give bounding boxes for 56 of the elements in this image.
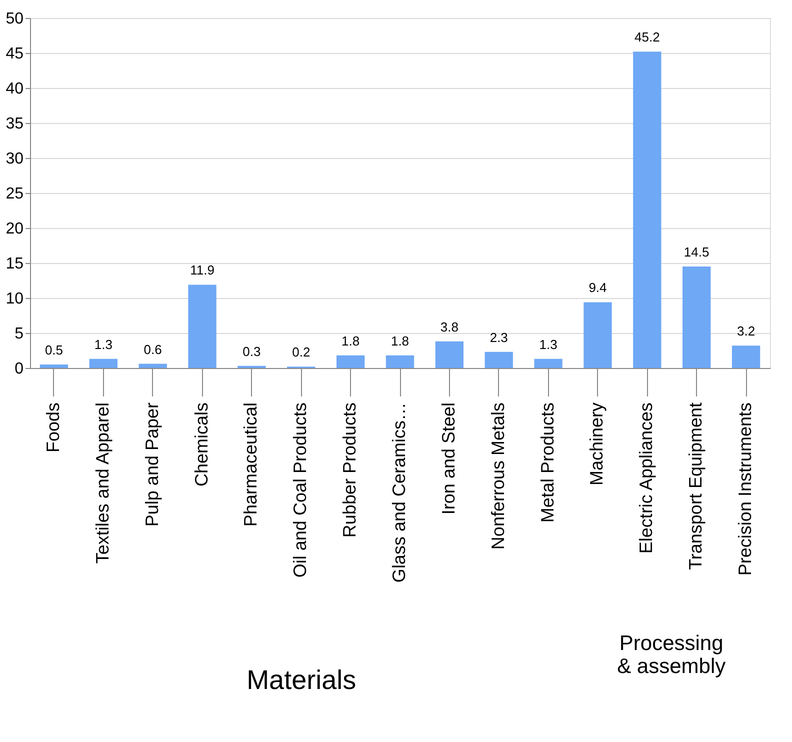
bar (584, 302, 612, 368)
bar (188, 284, 216, 368)
bar (40, 364, 68, 368)
data-label: 1.3 (94, 336, 112, 352)
x-tick-label: Transport Equipment (686, 402, 706, 570)
text: Materials (246, 665, 356, 695)
bar (633, 52, 662, 368)
x-tick-label: Rubber Products (340, 402, 360, 538)
x-tick-label: Oil and Coal Products (290, 402, 310, 578)
x-tick-label: Machinery (586, 402, 607, 486)
y-tick-label: 40 (6, 80, 24, 98)
y-tick-label: 0 (14, 360, 24, 378)
y-tick-label: 35 (6, 116, 24, 132)
x-tick-label: Foods (42, 402, 63, 453)
bar (89, 358, 118, 368)
data-label: 3.2 (736, 324, 756, 339)
bar (386, 355, 414, 368)
x-tick-label: Metal Products (537, 402, 558, 523)
data-label: 2.3 (490, 330, 508, 345)
y-tick-label: 50 (6, 10, 24, 28)
x-tick-label: Chemicals (191, 402, 212, 487)
x-tick-label: Iron and Steel (438, 402, 458, 515)
y-tick-label: 5 (14, 326, 24, 342)
y-tick-label: 45 (6, 46, 24, 62)
bar (435, 341, 464, 368)
text: Processing & assembly (617, 632, 726, 678)
data-label: 0.5 (44, 342, 64, 358)
x-tick-label: Glass and Ceramics… (389, 402, 409, 583)
data-label: 14.5 (684, 244, 710, 260)
data-label: 3.8 (440, 319, 458, 334)
x-tick-label: Electric Appliances (636, 402, 656, 554)
data-label: 45.2 (634, 30, 660, 45)
bar (732, 346, 760, 368)
x-tick-label: Pharmaceutical (240, 402, 261, 527)
bar (336, 355, 365, 368)
bar (484, 352, 513, 368)
y-tick-label: 15 (6, 256, 24, 272)
x-tick-label: Precision Instruments (735, 402, 756, 576)
data-label: 0.2 (292, 344, 310, 360)
y-tick-label: 10 (6, 290, 24, 308)
y-tick-label: 30 (6, 150, 24, 168)
bar (682, 266, 711, 368)
y-tick-label: 25 (6, 186, 24, 202)
bar (534, 358, 562, 368)
data-label: 0.6 (144, 342, 162, 357)
data-label: 1.8 (390, 333, 410, 348)
bar (138, 364, 167, 368)
data-label: 1.3 (539, 336, 558, 352)
x-tick-label: Pulp and Paper (142, 402, 162, 527)
x-tick-label: Textiles and Apparel (92, 402, 112, 564)
data-label: 9.4 (588, 280, 607, 296)
data-label: 1.8 (342, 333, 360, 348)
y-tick-label: 20 (6, 220, 24, 238)
x-tick-label: Nonferrous Metals (488, 402, 508, 550)
data-label: 0.3 (242, 344, 261, 359)
data-label: 11.9 (190, 262, 214, 278)
